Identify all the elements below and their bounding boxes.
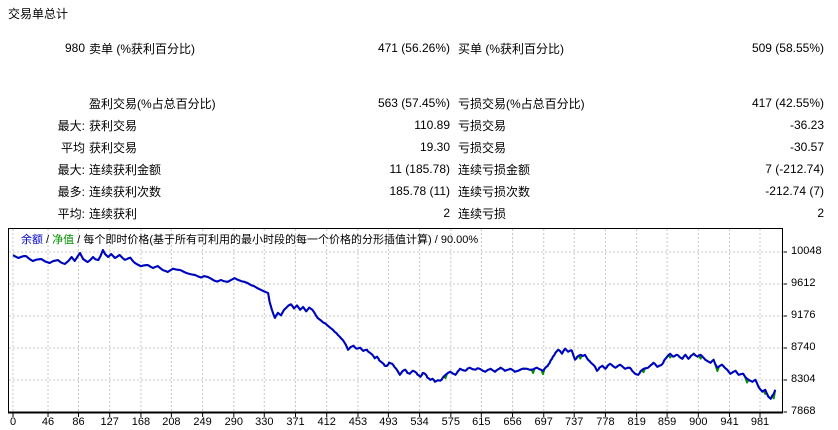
stat-label-right: 买单 (%获利百分比) bbox=[458, 41, 564, 56]
stat-value-left: 471 (56.26%) bbox=[377, 41, 450, 55]
x-axis-label: 900 bbox=[689, 416, 708, 428]
stat-value-right: 417 (42.55%) bbox=[751, 96, 824, 110]
stat-value-left: 11 (185.78) bbox=[389, 162, 451, 176]
x-axis-label: 412 bbox=[317, 416, 336, 428]
legend-separator: / bbox=[43, 234, 53, 246]
stat-label-left: 连续获利 bbox=[89, 206, 138, 221]
balance-chart: 余额 / 净值 / 每个即时价格(基于所有可利用的最小时段的每一个价格的分形插值… bbox=[0, 228, 838, 430]
spacer bbox=[8, 136, 22, 138]
spacer bbox=[8, 202, 22, 204]
x-axis-label: 981 bbox=[750, 416, 770, 428]
x-axis-label: 941 bbox=[720, 416, 739, 428]
x-axis-label: 453 bbox=[348, 416, 368, 428]
stat-label-right: 连续亏损次数 bbox=[458, 184, 531, 199]
spacer bbox=[8, 92, 22, 94]
y-axis-label: 8740 bbox=[791, 341, 816, 353]
x-axis-label: 86 bbox=[72, 416, 85, 428]
stat-value-right: -36.23 bbox=[789, 118, 824, 132]
stat-value-left: 185.78 (11) bbox=[389, 184, 451, 198]
x-axis-label: 615 bbox=[472, 416, 491, 428]
y-axis-label: 7868 bbox=[791, 405, 816, 417]
x-axis-label: 819 bbox=[627, 416, 646, 428]
stat-value-right: 2 bbox=[817, 206, 824, 220]
stat-value-right: -212.74 (7) bbox=[765, 184, 824, 198]
stat-label-left: 连续获利次数 bbox=[89, 184, 162, 199]
table-row: 盈利交易(%占总百分比) 563 (57.45%) 亏损交易(%占总百分比) 417 … bbox=[8, 92, 838, 114]
spacer bbox=[8, 158, 22, 160]
x-axis-label: 330 bbox=[255, 416, 274, 428]
spacer bbox=[8, 180, 22, 182]
x-axis-label: 46 bbox=[41, 416, 55, 428]
chart-legend: 余额 / 净值 / 每个即时价格(基于所有可利用的最小时段的每一个价格的分形插值… bbox=[21, 231, 478, 247]
stat-prefix: 980 bbox=[64, 41, 85, 55]
stat-value-left: 563 (57.45%) bbox=[377, 96, 450, 110]
legend-separator: / bbox=[74, 234, 84, 246]
y-axis-label: 10048 bbox=[791, 245, 822, 257]
y-axis-label: 9612 bbox=[791, 277, 816, 289]
legend-separator: / bbox=[431, 234, 441, 246]
stat-prefix: 平均 bbox=[60, 140, 85, 155]
equity-line bbox=[12, 249, 777, 400]
x-axis-label: 208 bbox=[162, 416, 181, 428]
table-row: 平均: 连续获利 2 连续亏损 2 bbox=[8, 202, 838, 224]
stat-value-right: 7 (-212.74) bbox=[765, 162, 824, 176]
spacer bbox=[8, 114, 22, 116]
x-axis-label: 0 bbox=[9, 416, 17, 428]
stat-label-left: 卖单 (%获利百分比) bbox=[89, 41, 195, 56]
legend-model-quality: 90.00% bbox=[440, 234, 479, 246]
x-axis-label: 371 bbox=[286, 416, 305, 428]
stat-label-left: 获利交易 bbox=[89, 140, 138, 155]
trades-total-vertical-label: 交易单总计 bbox=[8, 7, 69, 21]
table-row: 最多: 连续获利次数 185.78 (11) 连续亏损次数 -212.74 (7) bbox=[8, 180, 838, 202]
stat-prefix: 最大: bbox=[57, 162, 85, 177]
x-axis-label: 859 bbox=[657, 416, 677, 428]
stat-label-left: 获利交易 bbox=[89, 118, 138, 133]
table-row: 最大: 连续获利金额 11 (185.78) 连续亏损金额 7 (-212.74) bbox=[8, 158, 838, 180]
stat-prefix: 最大: bbox=[57, 118, 85, 133]
x-axis-label: 127 bbox=[100, 416, 119, 428]
balance-chart-svg bbox=[8, 228, 787, 417]
x-axis-label: 493 bbox=[379, 416, 398, 428]
x-axis-label: 534 bbox=[410, 416, 429, 428]
chart-plot-area: 余额 / 净值 / 每个即时价格(基于所有可利用的最小时段的每一个价格的分形插值… bbox=[8, 228, 787, 417]
y-axis-label: 8304 bbox=[791, 373, 816, 385]
stat-prefix: 最多: bbox=[57, 184, 85, 199]
x-axis-label: 290 bbox=[224, 416, 243, 428]
x-axis-label: 249 bbox=[193, 416, 212, 428]
stat-label-right: 亏损交易 bbox=[458, 140, 507, 155]
stat-value-right: 509 (58.55%) bbox=[751, 41, 824, 55]
chart-frame bbox=[8, 228, 783, 413]
stat-label-right: 连续亏损金额 bbox=[458, 162, 531, 177]
table-row: 最大: 获利交易 110.89 亏损交易 -36.23 bbox=[8, 114, 838, 136]
balance-line bbox=[12, 249, 777, 400]
x-axis-label: 656 bbox=[503, 416, 522, 428]
x-axis-label: 168 bbox=[131, 416, 151, 428]
stat-label-left: 连续获利金额 bbox=[89, 162, 162, 177]
stat-prefix: 平均: bbox=[57, 206, 85, 221]
stat-value-left: 2 bbox=[443, 206, 450, 220]
legend-equity-label: 净值 bbox=[52, 234, 75, 246]
y-axis-label: 9176 bbox=[791, 309, 816, 321]
x-axis-label: 575 bbox=[441, 416, 461, 428]
report-table: 交易单总计 980 卖单 (%获利百分比) 471 (56.26%) 买单 (%获利百分… bbox=[8, 4, 838, 224]
table-row: 平均 获利交易 19.30 亏损交易 -30.57 bbox=[8, 136, 838, 158]
stat-label-left: 盈利交易(%占总百分比) bbox=[89, 96, 216, 111]
stat-label-right: 亏损交易(%占总百分比) bbox=[458, 96, 585, 111]
x-axis-label: 778 bbox=[596, 416, 615, 428]
stat-label-right: 亏损交易 bbox=[458, 118, 507, 133]
table-row: 交易单总计 980 卖单 (%获利百分比) 471 (56.26%) 买单 (%获利百分… bbox=[8, 4, 838, 92]
stat-label-right: 连续亏损 bbox=[458, 206, 507, 221]
x-axis-label: 737 bbox=[565, 416, 584, 428]
x-axis-label: 697 bbox=[534, 416, 553, 428]
legend-model-description: 每个即时价格(基于所有可利用的最小时段的每一个价格的分形插值计算) bbox=[83, 234, 432, 246]
stat-value-right: -30.57 bbox=[789, 140, 824, 154]
legend-balance-label: 余额 bbox=[21, 234, 43, 246]
stat-value-left: 110.89 bbox=[414, 118, 450, 132]
stat-value-left: 19.30 bbox=[419, 140, 450, 154]
